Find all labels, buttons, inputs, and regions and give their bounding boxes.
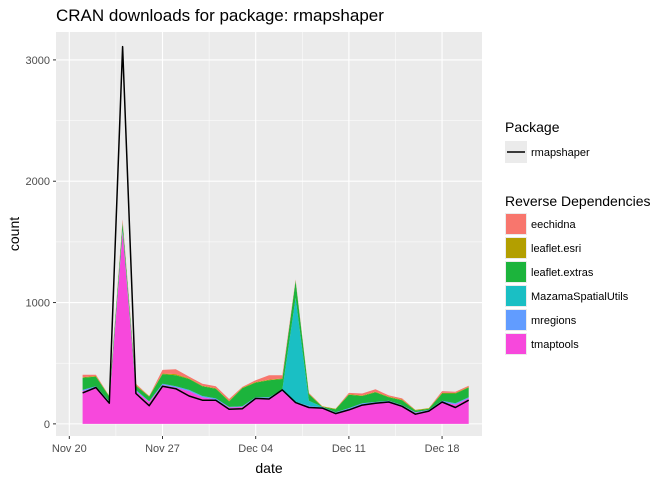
- legend-label-mregions: mregions: [531, 315, 577, 327]
- y-axis: 0 1000 2000 3000: [26, 55, 56, 431]
- legend-swatch-eechidna: [506, 214, 526, 234]
- y-tick-label: 2000: [26, 176, 50, 188]
- legend-title-package: Package: [505, 119, 560, 135]
- area-tmaptools: [82, 232, 469, 424]
- x-axis: Nov 20 Nov 27 Dec 04 Dec 11 Dec 18: [52, 436, 460, 455]
- legend-swatch-tmaptools: [506, 334, 526, 354]
- x-tick-label: Dec 11: [332, 443, 366, 455]
- area-layers: [82, 219, 469, 424]
- legend-area-keys: eechidna leaflet.esri leaflet.extras Mazama…: [505, 213, 629, 355]
- x-tick-label: Dec 04: [238, 443, 273, 455]
- legend-label-mazamaspatialutils: MazamaSpatialUtils: [531, 291, 629, 303]
- legend-swatch-leaflet-esri: [506, 238, 526, 258]
- legend-title-reverse-dependencies: Reverse Dependencies: [505, 193, 651, 209]
- legend-line-key: rmapshaper: [505, 141, 590, 163]
- y-tick-label: 1000: [26, 298, 50, 310]
- legend-label-tmaptools: tmaptools: [531, 339, 579, 351]
- legend-label-rmapshaper: rmapshaper: [531, 147, 590, 159]
- area-mregions: [82, 229, 469, 413]
- x-tick-label: Nov 27: [145, 443, 180, 455]
- x-tick-label: Dec 18: [425, 443, 460, 455]
- line-layer: [82, 45, 470, 415]
- y-axis-title: count: [6, 217, 22, 251]
- x-tick-label: Nov 20: [52, 443, 87, 455]
- line-rmapshaper: [82, 45, 470, 415]
- legend-label-leaflet-esri: leaflet.esri: [531, 243, 581, 255]
- legend-swatch-mregions: [506, 310, 526, 330]
- legend: Package rmapshaper Reverse Dependencies …: [505, 119, 651, 355]
- area-eechidna: [82, 219, 469, 410]
- y-tick-label: 0: [44, 419, 50, 431]
- legend-swatch-leaflet-extras: [506, 262, 526, 282]
- legend-swatch-mazamaspatialutils: [506, 286, 526, 306]
- y-tick-label: 3000: [26, 55, 50, 67]
- legend-label-eechidna: eechidna: [531, 219, 577, 231]
- legend-label-leaflet-extras: leaflet.extras: [531, 267, 594, 279]
- chart-title: CRAN downloads for package: rmapshaper: [56, 6, 384, 25]
- area-leaflet-extras: [82, 222, 469, 413]
- x-axis-title: date: [255, 460, 282, 476]
